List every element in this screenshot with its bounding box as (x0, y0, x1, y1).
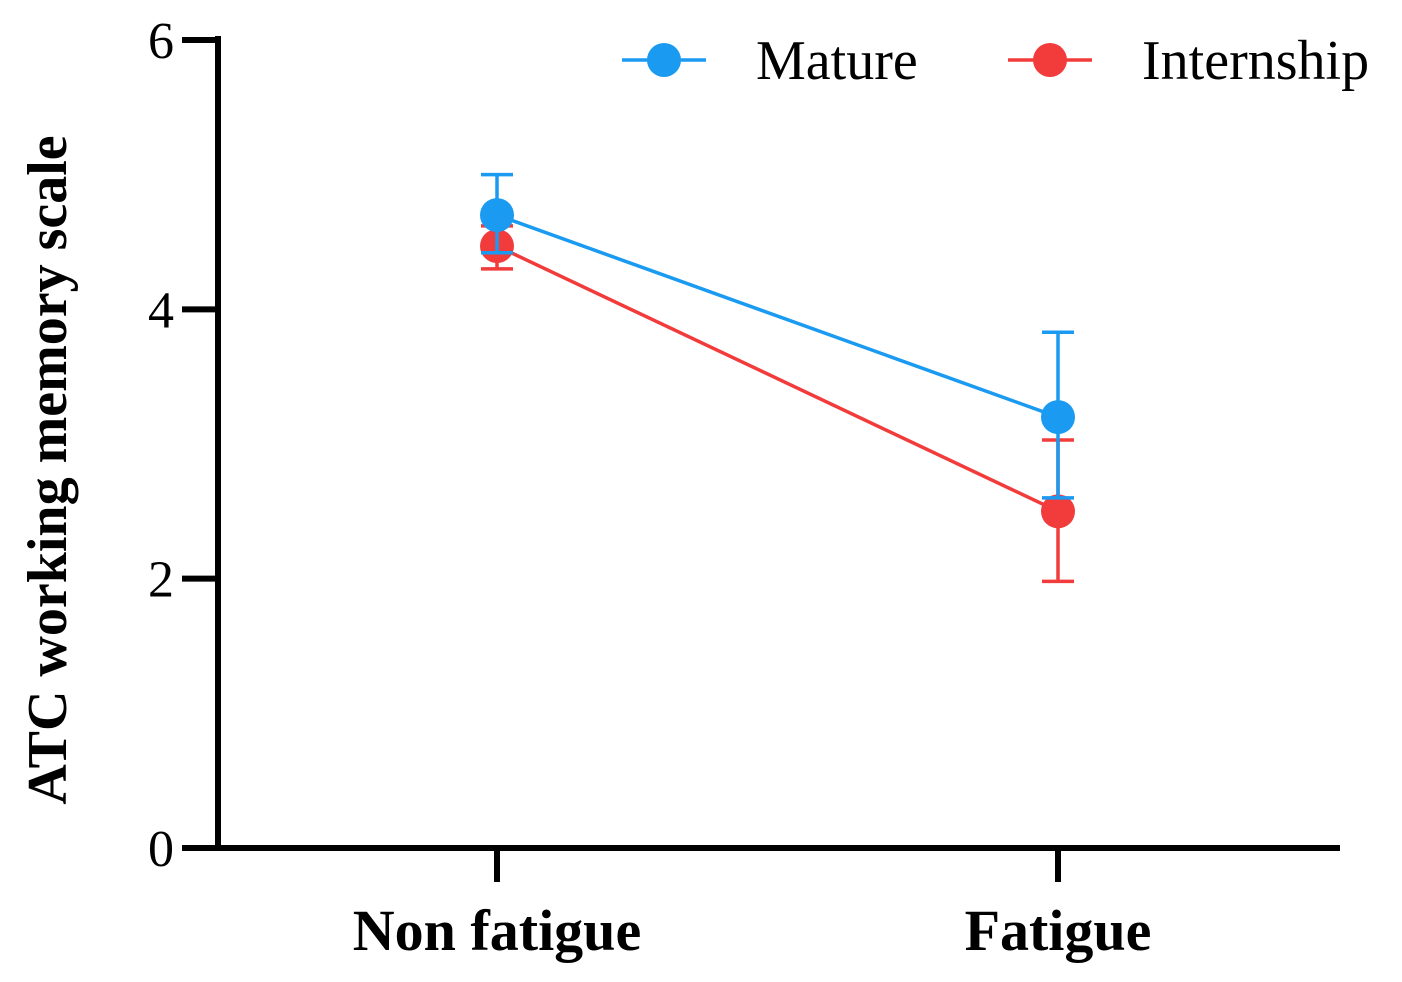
y-tick-label-6: 6 (148, 13, 174, 70)
legend-mature-marker (647, 43, 681, 77)
x-category-label-1: Fatigue (965, 898, 1152, 963)
mature-point-0 (480, 198, 514, 233)
x-category-label-0: Non fatigue (353, 898, 641, 963)
mature-point-1 (1041, 400, 1075, 435)
internship-series-line (496, 244, 1059, 513)
legend-internship-label: Internship (1142, 30, 1369, 92)
mature-series-line (496, 213, 1059, 419)
y-axis-title: ATC working memory scale (17, 135, 79, 804)
y-tick-label-2: 2 (148, 552, 174, 609)
y-tick-label-4: 4 (148, 282, 174, 339)
legend-mature-label: Mature (756, 30, 918, 92)
legend-internship-marker (1033, 43, 1067, 77)
internship-point-1 (1041, 494, 1075, 529)
y-tick-label-0: 0 (148, 821, 174, 878)
